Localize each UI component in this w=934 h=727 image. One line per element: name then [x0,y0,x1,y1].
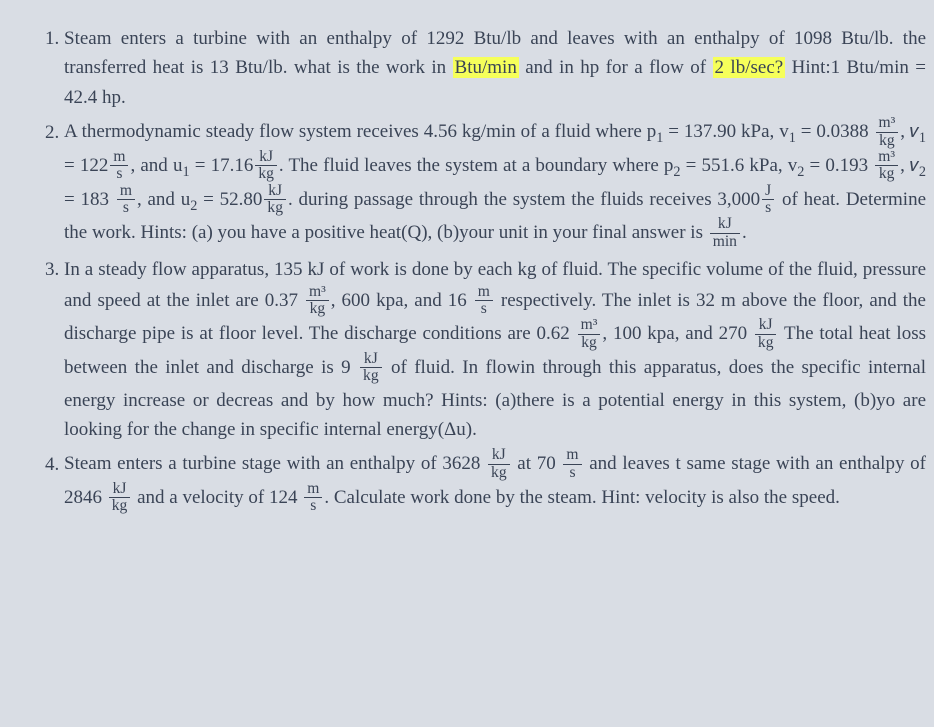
text: = 0.0388 [796,122,874,143]
text: Steam enters a turbine stage with an ent… [64,454,486,475]
sub: 1 [919,130,926,146]
fraction: ms [110,149,128,183]
problem-4: Steam enters a turbine stage with an ent… [64,448,926,515]
text: , 100 kpa, and 270 [602,323,753,344]
fraction: kJkg [109,481,131,515]
fraction: kJkg [255,149,277,183]
fraction: m³kg [876,115,899,149]
fraction: kJkg [755,317,777,351]
fraction: ms [475,284,493,318]
text: = 122 [64,155,108,176]
text: = 137.90 kPa, v [663,122,788,143]
fraction: m³kg [306,284,329,318]
fraction: ms [304,481,322,515]
problem-3: In a steady flow apparatus, 135 kJ of wo… [64,255,926,444]
text: , and u [137,189,190,210]
text: = 52.80 [197,189,262,210]
text: and a velocity of 124 [132,487,302,508]
sub: 1 [789,130,796,146]
fraction: kJkg [360,351,382,385]
text: , and u [130,155,182,176]
text: and in hp for a flow of [519,57,713,78]
fraction: m³kg [875,149,898,183]
text: . The fluid leaves the system at a bound… [279,155,673,176]
fraction: kJmin [710,216,740,250]
text: . Calculate work done by the steam. Hint… [324,487,840,508]
fraction: kJkg [488,447,510,481]
text: . during passage through the system the … [288,189,760,210]
text: at 70 [512,454,562,475]
text: . [742,223,747,244]
fraction: Js [762,183,774,217]
problem-1: Steam enters a turbine with an enthalpy … [64,24,926,112]
text: = 0.193 [804,155,873,176]
problem-2: A thermodynamic steady flow system recei… [64,116,926,251]
sub: 2 [919,164,926,180]
highlight: Btu/min [453,57,519,78]
text: = 551.6 kPa, v [681,155,798,176]
text: , 𝑣 [900,155,919,176]
text: , 600 kpa, and 16 [331,290,473,311]
fraction: ms [563,447,581,481]
sub: 2 [673,164,680,180]
text: , 𝑣 [900,122,919,143]
fraction: m³kg [578,317,601,351]
fraction: ms [117,183,135,217]
text: = 183 [64,189,115,210]
text: = 17.16 [190,155,254,176]
problem-list: Steam enters a turbine with an enthalpy … [36,24,926,516]
text: A thermodynamic steady flow system recei… [64,122,656,143]
highlight: 2 lb/sec? [713,57,786,78]
sub: 1 [182,164,189,180]
fraction: kJkg [264,183,286,217]
